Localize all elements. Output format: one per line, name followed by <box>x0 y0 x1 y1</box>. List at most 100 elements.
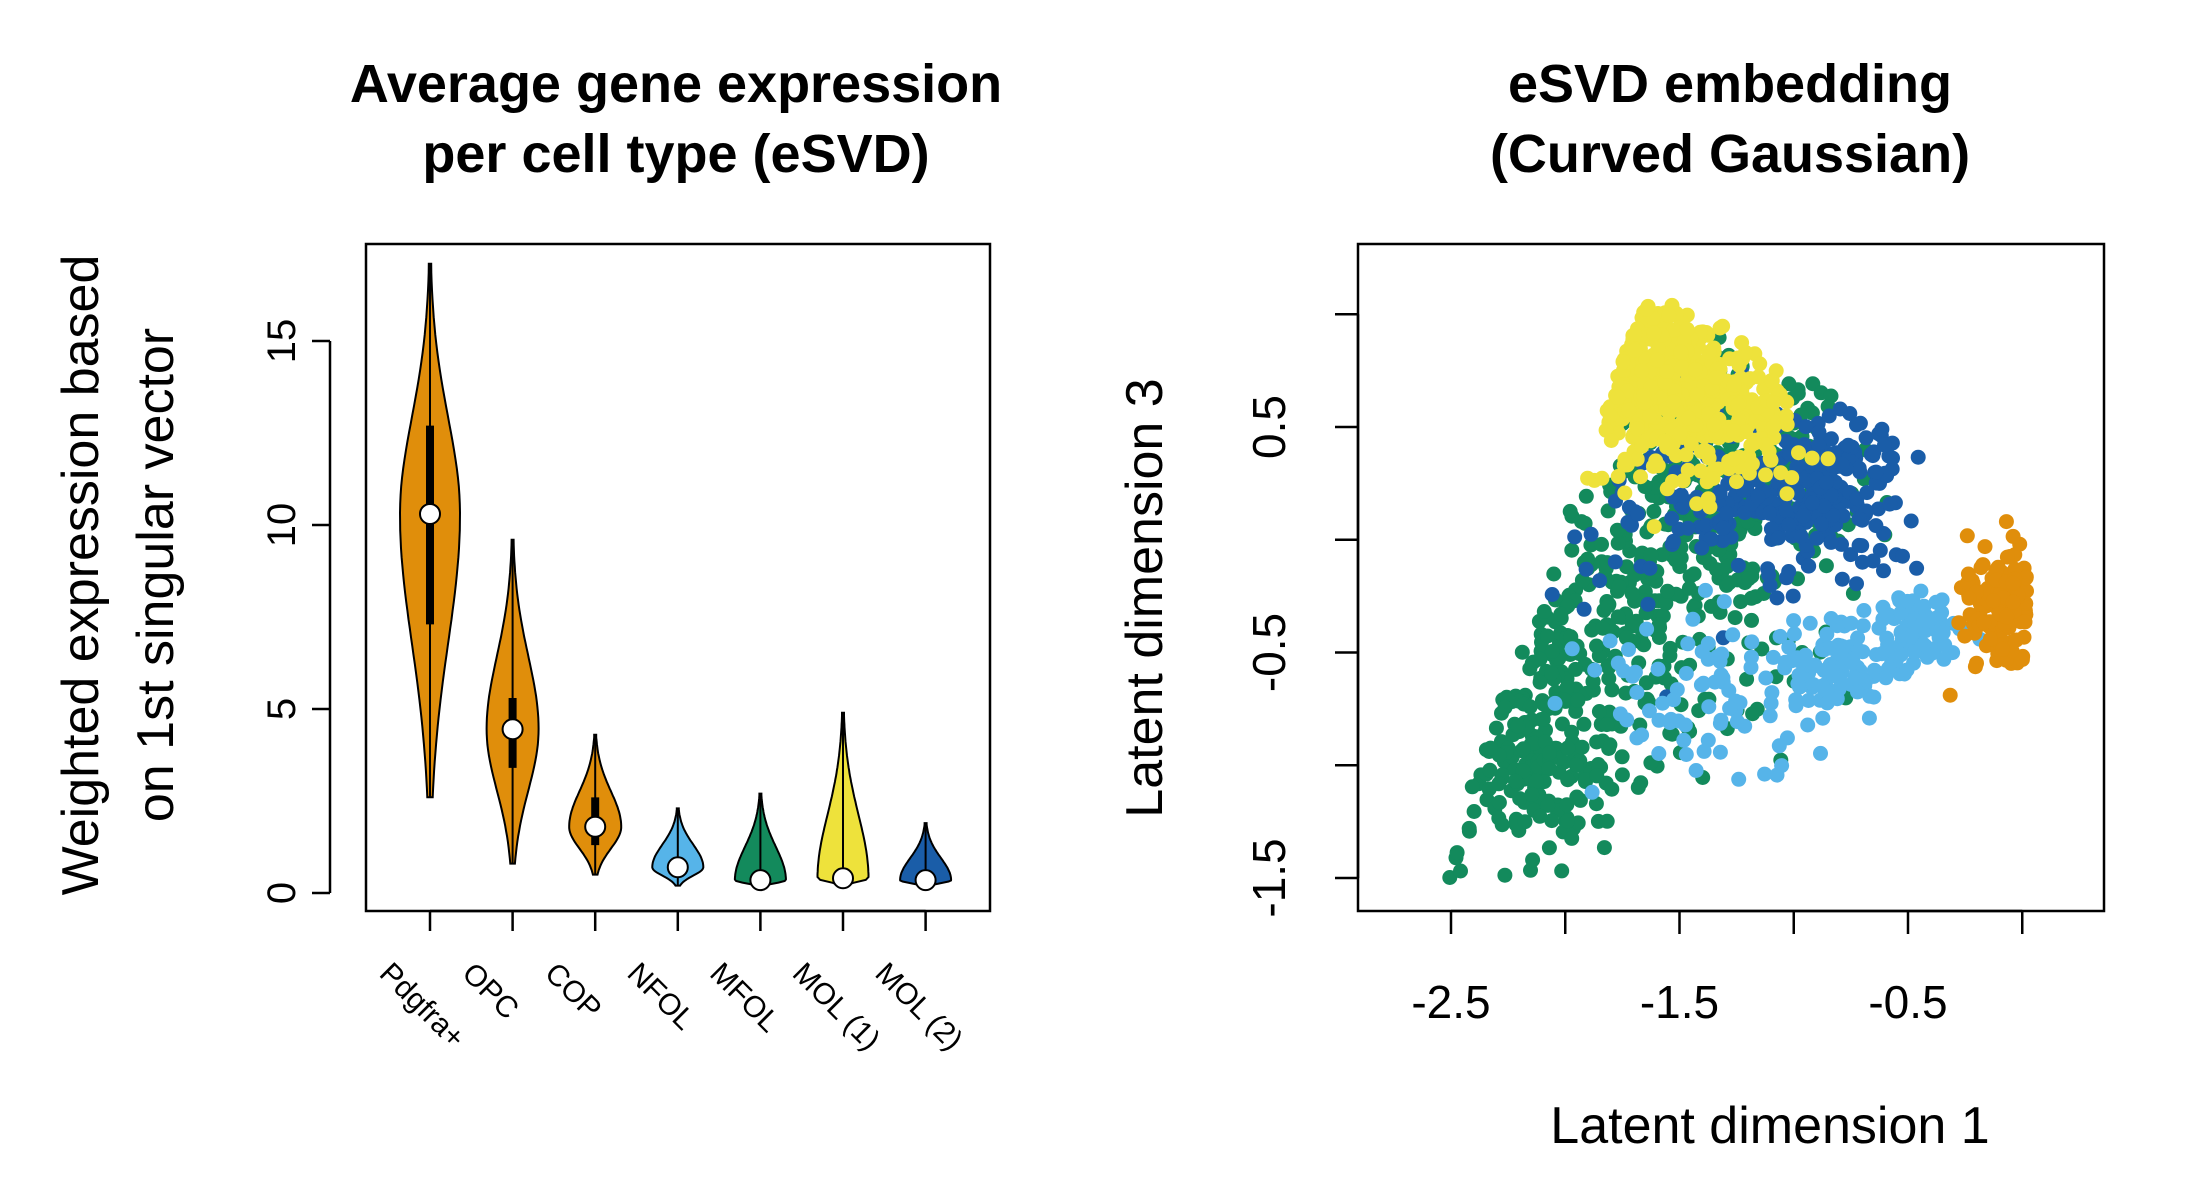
scatter-point <box>1664 726 1680 742</box>
scatter-point <box>1676 732 1692 748</box>
scatter-point <box>1855 618 1871 634</box>
scatter-point <box>1482 762 1498 778</box>
violin-y-tick-label: 0 <box>260 882 304 904</box>
scatter-point <box>1762 505 1777 521</box>
scatter-point <box>1567 529 1583 545</box>
scatter-point <box>1564 641 1580 657</box>
scatter-point <box>1713 667 1729 683</box>
scatter-point <box>1741 571 1757 587</box>
scatter-point <box>1610 469 1626 484</box>
scatter-point <box>1642 408 1658 424</box>
scatter-point <box>1800 558 1816 574</box>
scatter-point <box>1851 537 1867 553</box>
scatter-point <box>1634 363 1650 379</box>
scatter-point <box>1821 408 1837 424</box>
scatter-point <box>1600 598 1616 614</box>
scatter-point <box>1629 685 1645 700</box>
scatter-point <box>1595 620 1611 636</box>
scatter-point <box>1640 596 1656 612</box>
scatter-point <box>1610 655 1626 671</box>
scatter-point <box>1589 768 1605 784</box>
scatter-point <box>1614 767 1630 783</box>
scatter-point <box>1866 444 1882 460</box>
scatter-point <box>1483 740 1499 756</box>
scatter-point <box>1678 666 1694 681</box>
scatter-point <box>1689 387 1705 402</box>
scatter-point <box>1769 767 1785 783</box>
violin-median-point <box>832 867 854 890</box>
scatter-point <box>1998 514 2014 530</box>
scatter-point <box>1633 469 1648 485</box>
scatter-title-line1: eSVD embedding <box>1508 54 1952 114</box>
scatter-point <box>1507 773 1523 789</box>
scatter-point <box>1814 516 1829 532</box>
scatter-point <box>1770 530 1786 546</box>
scatter-point <box>2005 528 2021 544</box>
scatter-point <box>1678 747 1694 762</box>
scatter-point <box>1515 763 1531 779</box>
scatter-point <box>1910 449 1926 465</box>
scatter-point <box>1694 540 1710 556</box>
scatter-point <box>1823 487 1839 503</box>
scatter-point <box>1510 718 1526 734</box>
scatter-point <box>1662 648 1678 664</box>
scatter-point <box>1712 484 1728 500</box>
scatter-point <box>1624 586 1640 602</box>
scatter-point <box>1935 625 1951 641</box>
scatter-point <box>1497 699 1513 715</box>
scatter-point <box>1786 613 1802 629</box>
scatter-point <box>1877 437 1892 453</box>
scatter-point <box>1578 488 1594 504</box>
scatter-point <box>1610 389 1626 405</box>
scatter-point <box>1750 489 1766 505</box>
scatter-point <box>1564 830 1580 846</box>
scatter-point <box>1680 520 1696 536</box>
scatter-point <box>1535 711 1551 727</box>
scatter-point <box>1697 582 1713 598</box>
scatter-point <box>1829 691 1845 707</box>
scatter-point <box>1580 470 1596 486</box>
scatter-point <box>1730 397 1746 413</box>
scatter-point <box>1621 402 1637 418</box>
scatter-point <box>1825 664 1841 680</box>
scatter-point <box>1639 301 1655 317</box>
scatter-point <box>1693 677 1709 693</box>
scatter-point <box>1615 354 1631 370</box>
scatter-point <box>1762 578 1778 594</box>
scatter-point <box>1816 498 1832 514</box>
scatter-point <box>1617 485 1633 501</box>
scatter-point <box>1588 796 1604 812</box>
scatter-point <box>1693 444 1709 460</box>
scatter-point <box>1627 326 1643 342</box>
scatter-point <box>1621 642 1636 658</box>
scatter-point <box>1639 621 1655 637</box>
scatter-point <box>1666 533 1681 549</box>
scatter-point <box>1856 603 1872 618</box>
scatter-point <box>1705 471 1721 486</box>
scatter-point <box>1603 433 1619 448</box>
scatter-point <box>1790 386 1806 401</box>
scatter-point <box>1672 425 1688 441</box>
scatter-point <box>1696 743 1712 759</box>
scatter-point <box>1843 615 1859 631</box>
violin-ylabel-line1: Weighted expression based <box>52 255 110 896</box>
violin-category-label: MOL (1) <box>786 957 886 1057</box>
violin-category-label: COP <box>538 957 607 1026</box>
scatter-point <box>1769 590 1785 606</box>
scatter-point <box>1885 450 1900 466</box>
scatter-point <box>1641 703 1657 719</box>
scatter-point <box>1657 433 1673 449</box>
scatter-point <box>1731 771 1747 787</box>
violin-x-axis: Pdgfra+OPC COP NFOL MFOL MOL (1)MOL (2) <box>373 909 969 1057</box>
violin-median-point <box>914 869 937 892</box>
scatter-point <box>1688 763 1704 778</box>
scatter-point <box>1851 460 1867 476</box>
scatter-point <box>1680 636 1696 652</box>
scatter-point <box>1589 734 1605 750</box>
scatter-point <box>1547 695 1563 711</box>
scatter-point <box>1576 716 1592 732</box>
scatter-point <box>1798 419 1814 435</box>
scatter-point <box>1743 590 1759 606</box>
scatter-point <box>1976 615 1992 631</box>
scatter-point <box>1995 641 2011 657</box>
